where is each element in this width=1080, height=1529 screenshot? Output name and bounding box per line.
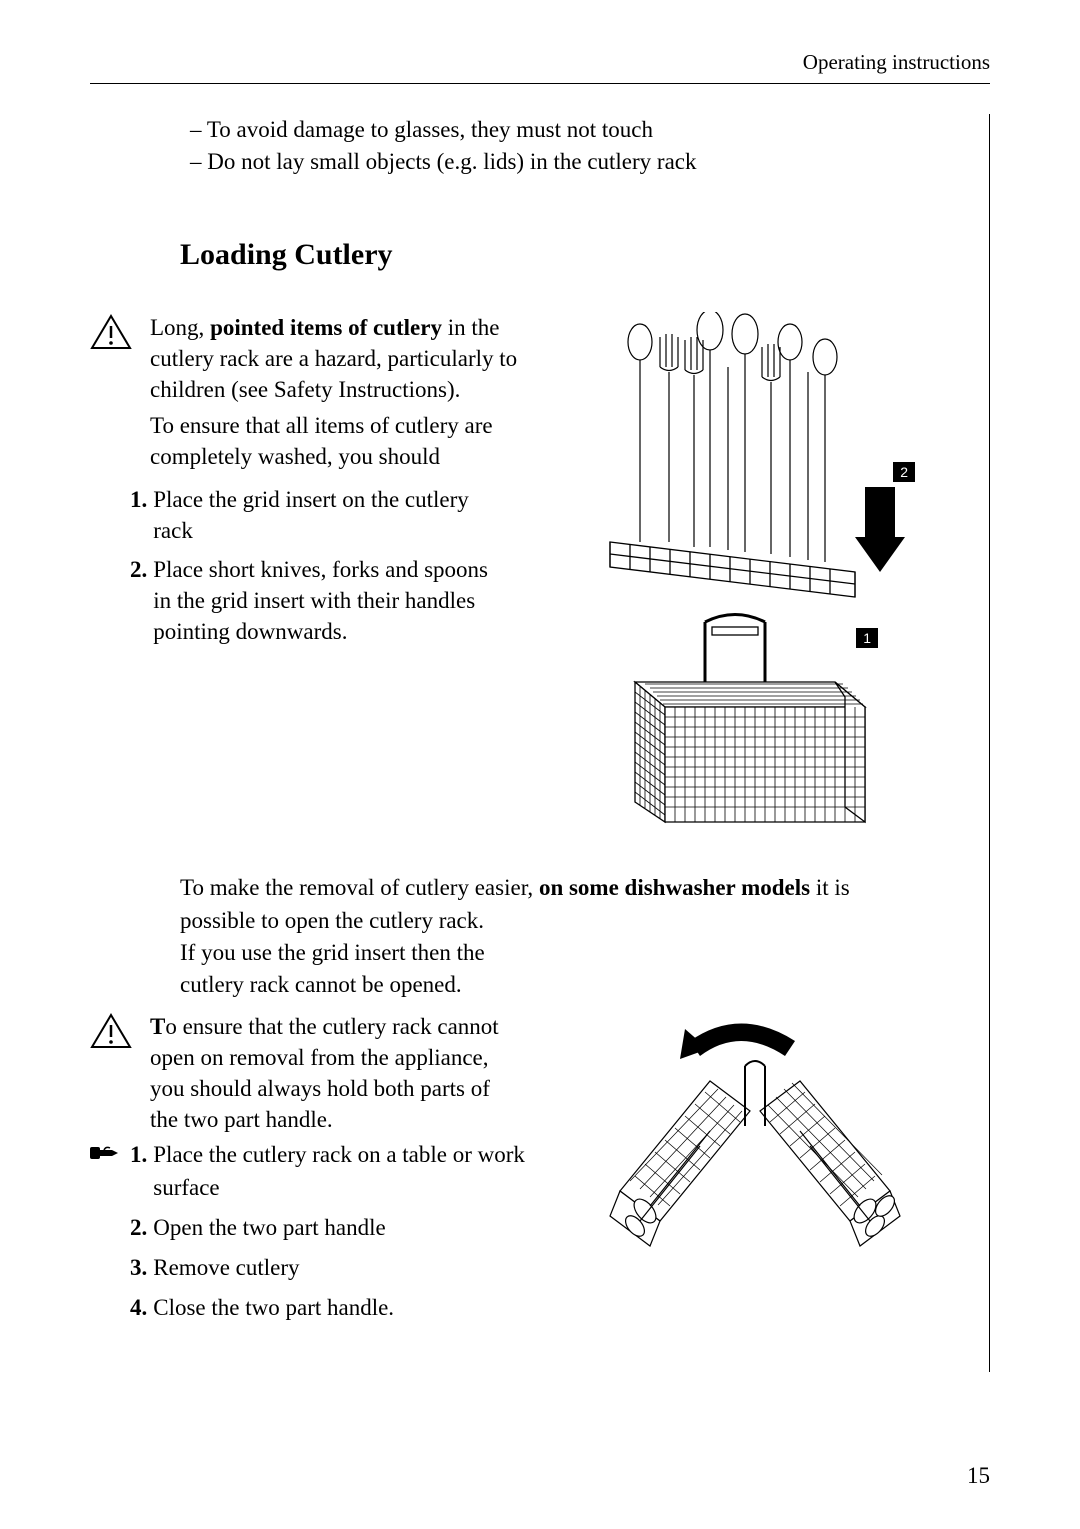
steps-list-2-wrapper: 1. Place the cutlery rack on a table or … (90, 1139, 570, 1332)
diagram-label-2: 2 (893, 462, 915, 482)
open-rack-diagram (590, 1011, 930, 1291)
para-wide-1: To make the removal of cutlery easier, o… (180, 872, 900, 936)
cutlery-rack-diagram: 2 1 (590, 312, 930, 842)
text-bold: pointed items of cutlery (210, 315, 442, 340)
item-text: Place short knives, forks and spoons in … (153, 554, 493, 647)
item-number: 2. (130, 1212, 147, 1244)
text-fragment: If you use the grid insert then the cutl… (180, 940, 485, 997)
text-fragment: o ensure that the cutlery rack cannot op… (150, 1014, 499, 1132)
section-heading: Loading Cutlery (180, 238, 989, 272)
bullet-item: – To avoid damage to glasses, they must … (190, 114, 989, 146)
steps-list-2: 1. Place the cutlery rack on a table or … (130, 1139, 553, 1332)
pointer-icon-wrapper (90, 1139, 130, 1169)
para-wide-2: If you use the grid insert then the cutl… (180, 937, 550, 1001)
warning-para-1: Long, pointed items of cutlery in the cu… (150, 312, 520, 405)
diagram-column-1: 2 1 (570, 312, 989, 842)
warning-para: To ensure that the cutlery rack cannot o… (150, 1011, 520, 1135)
warning-icon-wrapper (90, 312, 150, 355)
list-item: 3. Remove cutlery (130, 1252, 553, 1284)
page-header: Operating instructions (90, 50, 990, 84)
warning-block-2: To ensure that the cutlery rack cannot o… (90, 1011, 570, 1139)
diagram-svg-1 (590, 312, 930, 842)
loading-cutlery-section: Long, pointed items of cutlery in the cu… (90, 312, 989, 842)
list-item: 4. Close the two part handle. (130, 1292, 553, 1324)
list-item: 1. Place the grid insert on the cutlery … (130, 484, 570, 546)
item-text: Remove cutlery (153, 1252, 553, 1284)
warning-triangle-icon (90, 314, 132, 350)
page-number: 15 (967, 1463, 990, 1489)
item-text: Place the grid insert on the cutlery rac… (153, 484, 493, 546)
content-wrapper: – To avoid damage to glasses, they must … (90, 114, 990, 1372)
item-number: 4. (130, 1292, 147, 1324)
text-fragment: Long, (150, 315, 210, 340)
warning-triangle-icon (90, 1013, 132, 1049)
diagram-column-2 (570, 1011, 989, 1291)
hand-pointer-icon (90, 1142, 122, 1164)
text-bold: on some dishwasher models (539, 875, 810, 900)
bullet-item: – Do not lay small objects (e.g. lids) i… (190, 146, 989, 178)
list-item: 2. Place short knives, forks and spoons … (130, 554, 570, 647)
warning-icon-wrapper-2 (90, 1011, 150, 1054)
warning-text-2: To ensure that the cutlery rack cannot o… (150, 1011, 520, 1139)
warning-para-2: To ensure that all items of cutlery are … (150, 410, 520, 472)
text-fragment: To make the removal of cutlery easier, (180, 875, 539, 900)
list-item: 2. Open the two part handle (130, 1212, 553, 1244)
item-text: Open the two part handle (153, 1212, 553, 1244)
steps-list-1: 1. Place the grid insert on the cutlery … (130, 484, 570, 647)
item-number: 2. (130, 554, 147, 647)
item-number: 1. (130, 1139, 147, 1203)
item-number: 3. (130, 1252, 147, 1284)
item-text: Close the two part handle. (153, 1292, 553, 1324)
removal-section: To ensure that the cutlery rack cannot o… (90, 1011, 989, 1332)
list-item: 1. Place the cutlery rack on a table or … (130, 1139, 553, 1203)
text-bold: T (150, 1014, 165, 1039)
warning-block: Long, pointed items of cutlery in the cu… (90, 312, 570, 475)
item-text: Place the cutlery rack on a table or wor… (153, 1139, 553, 1203)
middle-paragraph: To make the removal of cutlery easier, o… (180, 872, 989, 1001)
item-number: 1. (130, 484, 147, 546)
header-title: Operating instructions (803, 50, 990, 74)
diagram-svg-2 (590, 1011, 930, 1291)
diagram-label-1: 1 (856, 628, 878, 648)
left-text-column-2: To ensure that the cutlery rack cannot o… (90, 1011, 570, 1332)
left-text-column: Long, pointed items of cutlery in the cu… (90, 312, 570, 654)
intro-bullet-list: – To avoid damage to glasses, they must … (190, 114, 989, 178)
warning-text: Long, pointed items of cutlery in the cu… (150, 312, 520, 475)
